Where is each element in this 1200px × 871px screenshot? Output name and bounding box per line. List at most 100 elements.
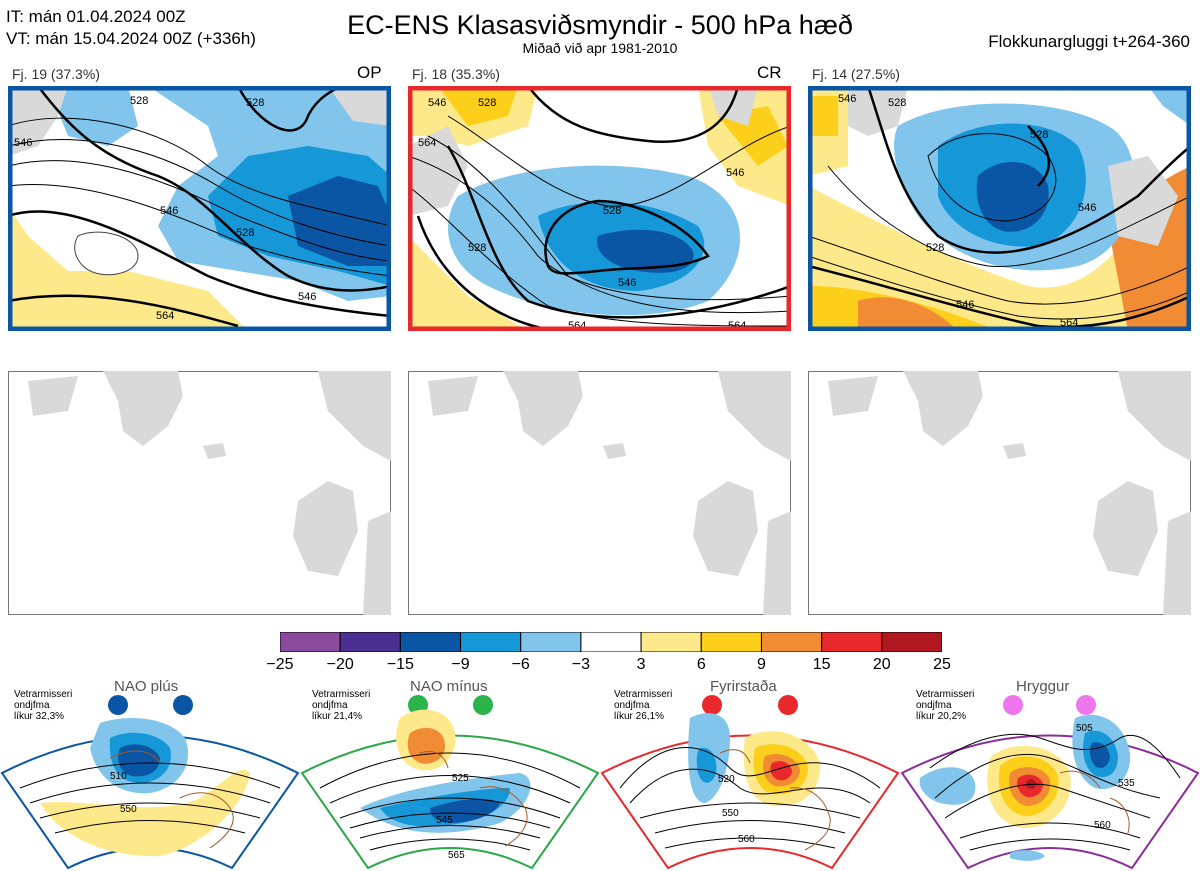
regime-dot	[108, 695, 128, 715]
canada-land	[28, 376, 78, 416]
colorbar-tick: 6	[696, 656, 706, 673]
regime-dot	[1076, 695, 1096, 715]
regime-title: Hryggur	[1016, 678, 1070, 695]
contour-label: 528	[468, 242, 486, 254]
contour-label: 528	[236, 227, 254, 239]
anomaly-positive-strong	[438, 86, 518, 126]
colorbar-tick: −6	[511, 656, 530, 673]
contour-label: 565	[448, 850, 465, 861]
contour-label: 520	[718, 774, 735, 785]
cluster-1-label: Fj. 19 (37.3%)	[12, 66, 100, 82]
contour-label: 528	[1030, 129, 1048, 141]
contour-label: 546	[298, 291, 316, 303]
colorbar-tick: 15	[812, 656, 831, 673]
colorbar-segment	[339, 631, 401, 653]
contour-label: 546	[838, 93, 856, 105]
anomaly-negative	[48, 86, 138, 146]
scandinavia-land	[708, 86, 758, 126]
contour-line	[1027, 125, 1050, 187]
scandinavia-land	[1118, 371, 1191, 461]
cluster-1-map: 528 528 546 546 528 546 564	[8, 86, 391, 331]
regime-dot	[702, 695, 722, 715]
scandinavia-land	[1108, 156, 1178, 246]
contour-label: 546	[1078, 202, 1096, 214]
anomaly-positive-warm	[858, 297, 958, 331]
cluster-3-label: Fj. 14 (27.5%)	[812, 66, 900, 82]
contour-label: 528	[478, 97, 496, 109]
regime-probability: Vetrarmisseri ondjfma líkur 32,3%	[14, 689, 72, 722]
cluster-1-border	[8, 86, 391, 331]
canada-land	[828, 376, 878, 416]
colorbar-segment	[700, 631, 762, 653]
prob-line: Vetrarmisseri	[312, 689, 371, 700]
empty-map-1	[8, 371, 391, 615]
contour-label: 564	[156, 310, 174, 322]
colorbar-segment	[821, 631, 883, 653]
iceland-land	[203, 443, 226, 459]
contour-label: 564	[568, 320, 586, 331]
colorbar-tick: −15	[386, 656, 414, 673]
iceland-land	[603, 443, 626, 459]
contour-label: 505	[1076, 723, 1093, 734]
contour-label: 546	[618, 277, 636, 289]
colorbar-tick: 9	[757, 656, 766, 673]
anomaly-positive	[808, 166, 1191, 331]
cluster-1-tag: OP	[357, 63, 382, 82]
contour-label: 545	[436, 815, 453, 826]
british-isles-land	[693, 481, 758, 576]
greenland-land	[848, 86, 908, 136]
cluster-3-border	[808, 86, 1191, 331]
high-contour	[74, 231, 139, 276]
british-isles-land	[1093, 481, 1158, 576]
prob-line: Vetrarmisseri	[916, 689, 975, 700]
europe-land	[763, 511, 791, 615]
contour-line	[544, 199, 710, 275]
prob-line: líkur 21,4%	[312, 711, 363, 722]
contour-line	[37, 86, 391, 292]
contour-label: 546	[956, 299, 974, 311]
regime-title: Fyrirstaða	[710, 678, 777, 695]
scandinavia-land	[328, 86, 391, 126]
canada-land	[428, 376, 478, 416]
contour-label: 546	[428, 97, 446, 109]
contour-label: 510	[110, 771, 127, 782]
prob-line: líkur 20,2%	[916, 711, 967, 722]
colorbar-segment	[399, 631, 462, 653]
contour-label: 528	[130, 95, 148, 107]
scandinavia-land	[318, 371, 391, 461]
contour-label: 528	[246, 97, 264, 109]
classification-window: Flokkunargluggi t+264-360	[988, 32, 1190, 51]
prob-line: ondjfma	[312, 700, 348, 711]
regime-nao-plus: NAO plús Vetrarmisseri ondjfma líkur 32,…	[0, 678, 300, 871]
contour-line	[866, 86, 1191, 254]
header-info: IT: mán 01.04.2024 00Z VT: mán 15.04.202…	[6, 6, 256, 50]
colorbar-tick: −20	[326, 656, 354, 673]
regime-blocking: Fyrirstaða Vetrarmisseri ondjfma líkur 2…	[600, 678, 900, 871]
anomaly-negative	[1148, 86, 1191, 126]
anomaly-core	[597, 229, 694, 273]
contour-label: 535	[1118, 778, 1135, 789]
contour-label: 528	[603, 205, 621, 217]
anomaly-positive-strong	[808, 96, 838, 136]
colorbar-ticks: −25 −20 −15 −9 −6 −3 3 6 9 15 20 25	[266, 656, 950, 676]
contour-label: 564	[1060, 317, 1078, 329]
contour-label: 546	[160, 205, 178, 217]
contour-label: 546	[726, 167, 744, 179]
colorbar-tick: 3	[636, 656, 646, 673]
colorbar-tick: −9	[451, 656, 470, 673]
prob-line: ondjfma	[614, 700, 650, 711]
cluster-2-border	[408, 86, 791, 331]
colorbar-tick: −3	[571, 656, 591, 673]
colorbar	[279, 631, 943, 653]
prob-line: ondjfma	[916, 700, 952, 711]
prob-line: Vetrarmisseri	[14, 689, 73, 700]
prob-line: Vetrarmisseri	[614, 689, 673, 700]
contour-label: 550	[120, 804, 137, 815]
regime-probability: Vetrarmisseri ondjfma líkur 20,2%	[916, 689, 974, 722]
colorbar-tick: 25	[933, 656, 951, 673]
contour-line	[416, 215, 559, 331]
regime-dot	[778, 695, 798, 715]
greenland-land	[408, 126, 468, 216]
colorbar-segment	[520, 631, 582, 653]
contour-label: 560	[1094, 820, 1111, 831]
